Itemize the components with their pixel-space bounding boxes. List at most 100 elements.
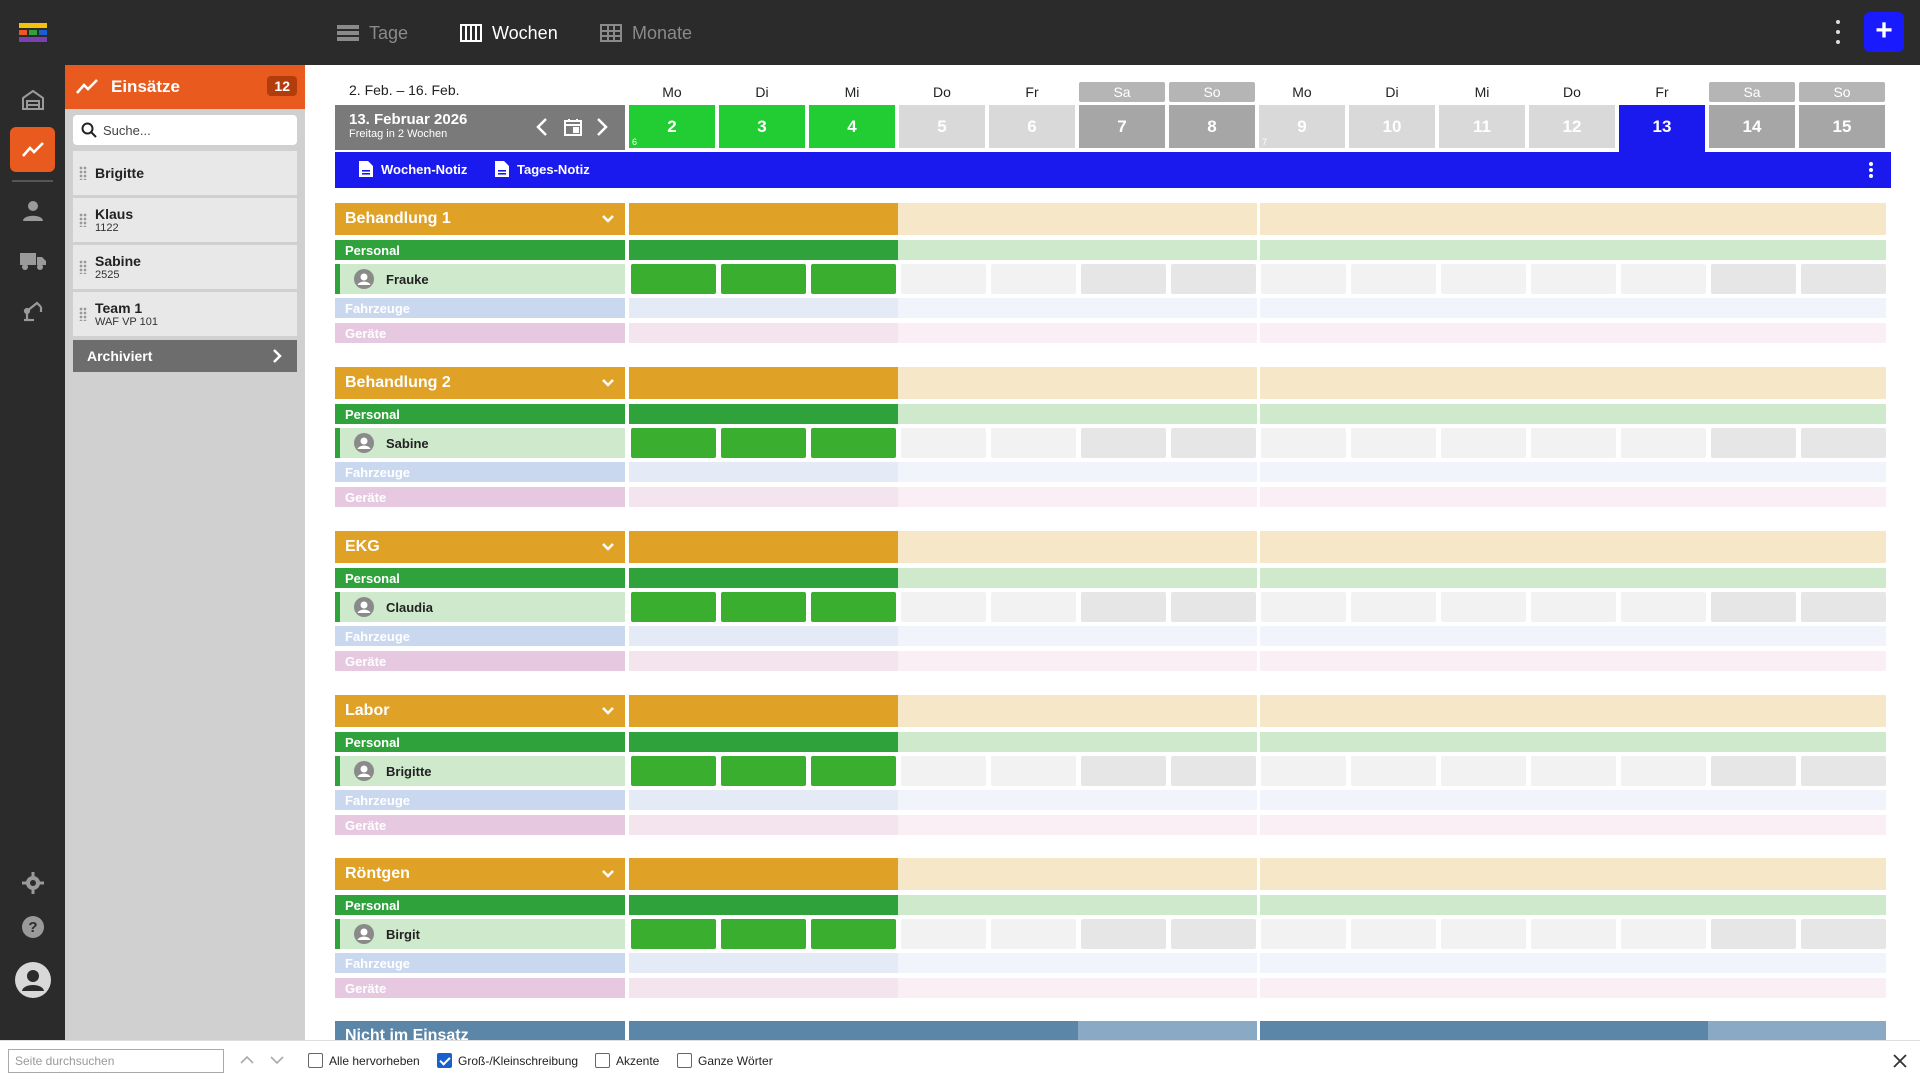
section-header[interactable]: Labor <box>335 695 625 727</box>
assignment-cell[interactable] <box>631 264 716 294</box>
assignment-cell[interactable] <box>1441 919 1526 949</box>
view-tab-weeks[interactable]: Wochen <box>460 18 558 48</box>
drag-handle-icon[interactable] <box>79 260 87 274</box>
option-accents[interactable]: Akzente <box>595 1053 659 1068</box>
list-item[interactable]: Klaus 1122 <box>73 198 297 242</box>
find-input[interactable]: Seite durchsuchen <box>8 1049 224 1073</box>
warehouse-icon[interactable] <box>10 77 55 122</box>
section-header[interactable]: Röntgen <box>335 858 625 890</box>
calendar-icon[interactable] <box>564 118 582 136</box>
assignment-cell[interactable] <box>1261 428 1346 458</box>
assignment-cell[interactable] <box>1081 592 1166 622</box>
assignment-cell[interactable] <box>901 592 986 622</box>
assignment-cell[interactable] <box>1351 264 1436 294</box>
assignment-cell[interactable] <box>1441 592 1526 622</box>
assignment-cell[interactable] <box>1531 919 1616 949</box>
assignment-cell[interactable] <box>1261 919 1346 949</box>
section-header[interactable]: Behandlung 1 <box>335 203 625 235</box>
day-cell[interactable]: 10 <box>1349 105 1435 148</box>
assignment-cell[interactable] <box>1441 264 1526 294</box>
checkbox[interactable] <box>308 1053 323 1068</box>
option-match-case[interactable]: Groß-/Kleinschreibung <box>437 1053 578 1068</box>
close-icon[interactable] <box>1892 1053 1908 1069</box>
assignment-cell[interactable] <box>1621 592 1706 622</box>
gear-icon[interactable] <box>10 860 55 905</box>
assignment-cell[interactable] <box>1801 264 1886 294</box>
assignment-cell[interactable] <box>1711 592 1796 622</box>
checkbox[interactable] <box>677 1053 692 1068</box>
assignment-cell[interactable] <box>1801 919 1886 949</box>
drag-handle-icon[interactable] <box>79 307 87 321</box>
assignment-cell[interactable] <box>811 428 896 458</box>
list-item[interactable]: Brigitte <box>73 151 297 195</box>
chevron-down-icon[interactable] <box>601 542 615 552</box>
checkbox[interactable] <box>437 1053 452 1068</box>
view-tab-months[interactable]: Monate <box>600 18 692 48</box>
assignment-cell[interactable] <box>1261 264 1346 294</box>
drag-handle-icon[interactable] <box>79 166 87 180</box>
day-cell[interactable]: 8 <box>1169 105 1255 148</box>
not-assigned-header[interactable]: Nicht im Einsatz <box>335 1021 625 1040</box>
option-highlight-all[interactable]: Alle hervorheben <box>308 1053 420 1068</box>
assignment-cell[interactable] <box>1171 919 1256 949</box>
archived-button[interactable]: Archiviert <box>73 340 297 372</box>
assignment-cell[interactable] <box>1801 756 1886 786</box>
assignment-cell[interactable] <box>1711 264 1796 294</box>
assignment-cell[interactable] <box>1171 428 1256 458</box>
chevron-down-icon[interactable] <box>601 214 615 224</box>
assignment-cell[interactable] <box>1531 264 1616 294</box>
assignment-cell[interactable] <box>1531 428 1616 458</box>
assignment-cell[interactable] <box>811 756 896 786</box>
drag-handle-icon[interactable] <box>79 213 87 227</box>
chevron-left-icon[interactable] <box>535 117 549 137</box>
assignment-cell[interactable] <box>991 428 1076 458</box>
person-row[interactable]: Claudia <box>335 592 625 622</box>
day-cell[interactable]: 3 <box>719 105 805 148</box>
assignment-cell[interactable] <box>1081 756 1166 786</box>
day-cell[interactable]: 6 <box>989 105 1075 148</box>
assignment-cell[interactable] <box>1621 919 1706 949</box>
assignment-cell[interactable] <box>901 264 986 294</box>
assignment-cell[interactable] <box>1171 756 1256 786</box>
day-cell[interactable]: 15 <box>1799 105 1885 148</box>
truck-icon[interactable] <box>10 238 55 283</box>
assignment-cell[interactable] <box>901 919 986 949</box>
help-icon[interactable]: ? <box>10 904 55 949</box>
assignment-cell[interactable] <box>901 756 986 786</box>
assignment-cell[interactable] <box>991 919 1076 949</box>
assignment-cell[interactable] <box>811 592 896 622</box>
week-note-button[interactable]: Wochen-Notiz <box>359 161 467 177</box>
assignment-cell[interactable] <box>1621 428 1706 458</box>
chevron-down-icon[interactable] <box>601 869 615 879</box>
day-note-button[interactable]: Tages-Notiz <box>495 161 590 177</box>
notes-menu-icon[interactable] <box>1869 162 1873 178</box>
checkbox[interactable] <box>595 1053 610 1068</box>
chevron-right-icon[interactable] <box>595 117 609 137</box>
day-cell[interactable]: 5 <box>899 105 985 148</box>
assignment-cell[interactable] <box>1081 428 1166 458</box>
add-button[interactable]: + <box>1864 12 1904 52</box>
assignment-cell[interactable] <box>721 756 806 786</box>
assignment-cell[interactable] <box>811 264 896 294</box>
assignment-cell[interactable] <box>721 592 806 622</box>
assignment-cell[interactable] <box>991 264 1076 294</box>
section-header[interactable]: EKG <box>335 531 625 563</box>
assignment-cell[interactable] <box>1351 919 1436 949</box>
person-row[interactable]: Sabine <box>335 428 625 458</box>
app-logo-icon[interactable] <box>10 10 55 55</box>
option-whole-words[interactable]: Ganze Wörter <box>677 1053 773 1068</box>
panel-header[interactable]: Einsätze 12 <box>65 65 305 109</box>
machine-icon[interactable] <box>10 288 55 333</box>
assignment-cell[interactable] <box>1711 428 1796 458</box>
assignment-cell[interactable] <box>991 592 1076 622</box>
user-avatar-icon[interactable] <box>10 957 55 1002</box>
assignment-cell[interactable] <box>1711 756 1796 786</box>
assignment-cell[interactable] <box>991 756 1076 786</box>
chevron-up-icon[interactable] <box>240 1055 254 1065</box>
person-row[interactable]: Brigitte <box>335 756 625 786</box>
day-cell[interactable]: 7 <box>1079 105 1165 148</box>
chevron-down-icon[interactable] <box>601 378 615 388</box>
assignment-cell[interactable] <box>1801 592 1886 622</box>
assignment-cell[interactable] <box>1801 428 1886 458</box>
assignment-cell[interactable] <box>631 919 716 949</box>
